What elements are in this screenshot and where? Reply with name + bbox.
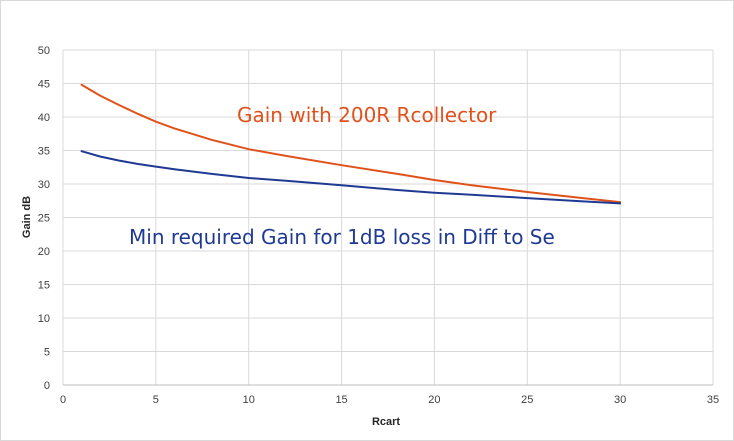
x-tick-label: 15 [335,394,347,406]
y-tick-label: 20 [38,246,50,258]
series-lines [80,83,622,205]
gridlines [62,49,714,386]
x-tick-label: 35 [707,394,719,406]
x-tick-label: 10 [243,394,255,406]
y-tick-label: 40 [38,112,50,124]
x-tick-label: 0 [60,394,66,406]
y-axis-title: Gain dB [21,196,33,238]
x-tick-label: 5 [153,394,159,406]
x-tick-label: 30 [614,394,626,406]
annotation-gain-200r: Gain with 200R Rcollector [237,103,497,127]
y-tick-label: 45 [38,79,50,91]
series-line-1 [80,150,622,205]
y-tick-label: 50 [38,45,50,57]
y-tick-label: 5 [44,347,50,359]
x-tick-label: 20 [428,394,440,406]
y-tick-label: 35 [38,146,50,158]
x-axis-title: Rcart [372,416,400,428]
y-tick-label: 30 [38,179,50,191]
x-tick-label: 25 [521,394,533,406]
annotation-min-required-gain: Min required Gain for 1dB loss in Diff t… [129,225,555,249]
series-line-0 [80,83,622,204]
y-tick-label: 10 [38,313,50,325]
y-tick-label: 25 [38,213,50,225]
y-tick-label: 15 [38,280,50,292]
tick-labels: 0 5 10 15 20 25 30 35 40 45 50 0 5 10 15 20 25 30 35 [38,45,719,406]
y-tick-label: 0 [44,380,50,392]
